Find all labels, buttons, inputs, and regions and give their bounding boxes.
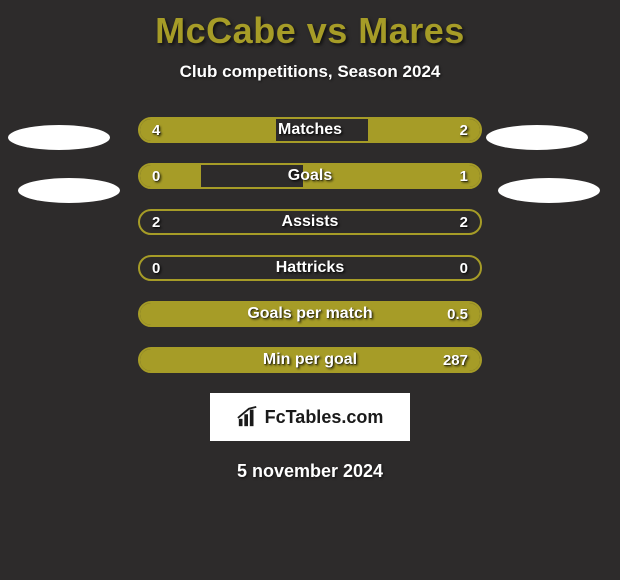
row-label: Min per goal [263,351,357,369]
bar-chart-icon [237,406,259,428]
row-label-wrap: Hattricks [140,257,480,279]
rows-area: 42Matches 01Goals 22Assists 00Hattricks 0.5G… [0,117,620,373]
row-label-wrap: Matches [140,119,480,141]
player-ellipse-right [498,178,600,203]
row-label-wrap: Goals per match [140,303,480,325]
player-ellipse-left [8,125,110,150]
row-label: Assists [282,213,339,231]
row-label-wrap: Assists [140,211,480,233]
logo-box: FcTables.com [210,393,410,441]
stat-row: 00Hattricks [138,255,482,281]
stat-row: 0.5Goals per match [138,301,482,327]
row-label-wrap: Min per goal [140,349,480,371]
row-label-wrap: Goals [140,165,480,187]
stat-row: 22Assists [138,209,482,235]
stat-row: 287Min per goal [138,347,482,373]
row-label: Goals per match [247,305,372,323]
comparison-widget: McCabe vs Mares Club competitions, Seaso… [0,0,620,482]
player-ellipse-left [18,178,120,203]
stat-row: 01Goals [138,163,482,189]
row-label: Hattricks [276,259,344,277]
player-ellipse-right [486,125,588,150]
stat-row: 42Matches [138,117,482,143]
subtitle: Club competitions, Season 2024 [0,62,620,82]
logo-text: FcTables.com [265,407,384,428]
page-title: McCabe vs Mares [0,10,620,52]
row-label: Goals [288,167,332,185]
row-label: Matches [278,121,342,139]
date-text: 5 november 2024 [0,461,620,482]
